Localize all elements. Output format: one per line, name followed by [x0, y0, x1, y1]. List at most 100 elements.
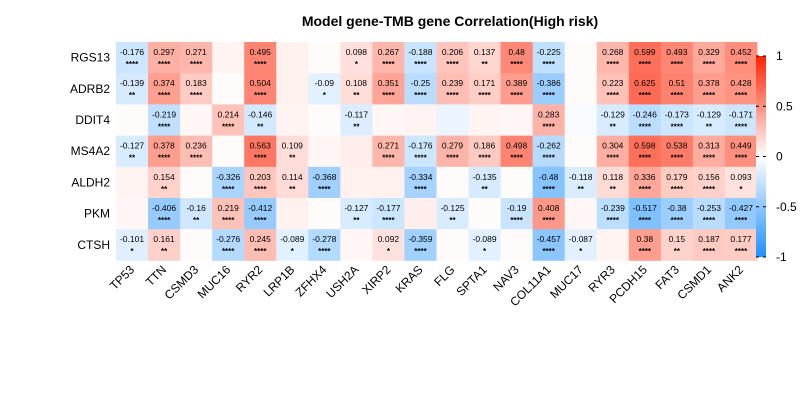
- cell-significance-label: **: [129, 91, 136, 100]
- row-label: PKM: [84, 207, 110, 221]
- column-label: FLG: [431, 263, 457, 289]
- cell-significance-label: ****: [671, 154, 684, 163]
- cell-value-label: 0.428: [730, 78, 752, 88]
- heatmap-cell: [180, 42, 213, 74]
- cell-value-label: 0.563: [250, 141, 272, 151]
- cell-significance-label: ****: [671, 122, 684, 131]
- cell-value-label: -0.359: [408, 234, 432, 244]
- cell-value-label: -0.253: [697, 203, 721, 213]
- cell-significance-label: ****: [510, 216, 523, 225]
- cell-value-label: -0.188: [408, 47, 432, 57]
- heatmap-cell: [692, 42, 726, 74]
- heatmap-cell: [116, 73, 149, 105]
- cell-value-label: -0.087: [569, 234, 593, 244]
- cell-significance-label: **: [353, 91, 360, 100]
- heatmap-cell: [436, 229, 469, 261]
- heatmap-cell: [244, 166, 277, 199]
- heatmap-cell: [660, 229, 694, 261]
- cell-value-label: 0.313: [698, 141, 720, 151]
- heatmap-cell: [404, 135, 437, 168]
- heatmap-cell: [436, 198, 469, 230]
- cell-value-label: 0.156: [698, 172, 720, 182]
- heatmap-cell: [532, 229, 566, 261]
- cell-significance-label: ****: [254, 216, 267, 225]
- cell-significance-label: ****: [639, 185, 652, 194]
- heatmap-cell: [468, 135, 501, 168]
- heatmap-cell: [372, 104, 405, 136]
- cell-significance-label: ****: [190, 154, 203, 163]
- row-label: ADRB2: [70, 82, 110, 96]
- heatmap-cell: [212, 104, 245, 136]
- column-label: ANK2: [714, 262, 746, 294]
- cell-value-label: 0.389: [506, 78, 528, 88]
- cell-significance-label: ****: [414, 154, 427, 163]
- cell-value-label: 0.449: [730, 141, 752, 151]
- cell-significance-label: **: [449, 216, 456, 225]
- cell-significance-label: ****: [735, 216, 748, 225]
- heatmap-cell: [724, 229, 758, 261]
- heatmap-cell: [212, 198, 245, 230]
- cell-significance-label: ****: [126, 60, 139, 69]
- cell-value-label: -0.127: [120, 141, 144, 151]
- cell-value-label: -0.48: [539, 172, 559, 182]
- cell-value-label: 0.452: [730, 47, 752, 57]
- heatmap-cell: [660, 73, 694, 105]
- cell-significance-label: ****: [446, 154, 459, 163]
- heatmap-cell: [340, 229, 373, 261]
- column-label: TTN: [143, 263, 169, 289]
- cell-significance-label: ****: [607, 60, 620, 69]
- cell-significance-label: **: [578, 185, 585, 194]
- cell-value-label: 0.271: [378, 141, 400, 151]
- heatmap-cell: [564, 198, 598, 230]
- heatmap-cell: [724, 135, 758, 168]
- column-label: MUC17: [547, 262, 586, 301]
- cell-significance-label: ****: [703, 91, 716, 100]
- heatmap-cell: [500, 104, 534, 136]
- heatmap-cell: [116, 104, 149, 136]
- heatmap-cell: [308, 198, 341, 230]
- cell-value-label: -0.38: [667, 203, 687, 213]
- heatmap-cell: [596, 135, 630, 168]
- cell-value-label: -0.326: [216, 172, 240, 182]
- cell-significance-label: **: [706, 122, 713, 131]
- heatmap-cell: [244, 135, 277, 168]
- heatmap-cell: [692, 166, 726, 199]
- cell-value-label: -0.09: [315, 78, 335, 88]
- cell-significance-label: ****: [254, 247, 267, 256]
- heatmap-cell: [692, 198, 726, 230]
- heatmap-cell: [372, 73, 405, 105]
- heatmap-cell: [244, 198, 277, 230]
- heatmap-cell: [308, 104, 341, 136]
- heatmap-cell: [500, 73, 534, 105]
- row-label: MS4A2: [71, 144, 111, 158]
- cell-value-label: -0.334: [408, 172, 432, 182]
- heatmap-cell: [340, 73, 373, 105]
- heatmap-cell: [212, 166, 245, 199]
- cell-value-label: 0.378: [153, 141, 175, 151]
- heatmap-cell: [532, 73, 566, 105]
- heatmap-cell: [308, 166, 341, 199]
- cell-significance-label: ****: [735, 60, 748, 69]
- heatmap-cell: [116, 198, 149, 230]
- heatmap-cell: [564, 166, 598, 199]
- cell-value-label: 0.283: [538, 109, 560, 119]
- cell-significance-label: ****: [158, 60, 171, 69]
- row-label: CTSH: [77, 238, 110, 252]
- heatmap-cell: [372, 166, 405, 199]
- cell-significance-label: **: [481, 60, 488, 69]
- cell-significance-label: ****: [542, 91, 555, 100]
- cell-significance-label: *: [130, 247, 134, 256]
- cell-significance-label: ****: [639, 91, 652, 100]
- cell-significance-label: ****: [478, 91, 491, 100]
- row-label: RGS13: [71, 51, 111, 65]
- cell-significance-label: ****: [414, 91, 427, 100]
- cell-value-label: -0.129: [601, 109, 625, 119]
- heatmap-cell: [660, 42, 694, 74]
- cell-value-label: 0.137: [474, 47, 496, 57]
- heatmap-cell: [276, 73, 309, 105]
- cell-value-label: 0.304: [602, 141, 624, 151]
- cell-significance-label: ****: [542, 185, 555, 194]
- cell-significance-label: ****: [382, 60, 395, 69]
- heatmap-cell: [564, 73, 598, 105]
- cell-significance-label: **: [353, 216, 360, 225]
